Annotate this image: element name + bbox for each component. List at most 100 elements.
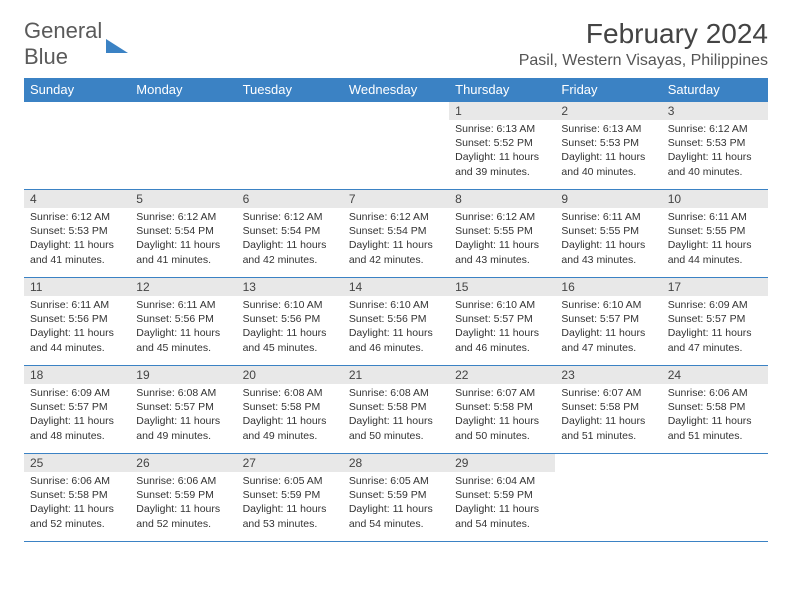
- weekday-sunday: Sunday: [24, 78, 130, 102]
- day-content: Sunrise: 6:12 AMSunset: 5:54 PMDaylight:…: [343, 208, 449, 271]
- calendar-cell: 13Sunrise: 6:10 AMSunset: 5:56 PMDayligh…: [237, 278, 343, 366]
- day-number: 11: [24, 278, 130, 296]
- calendar-header: SundayMondayTuesdayWednesdayThursdayFrid…: [24, 78, 768, 102]
- calendar-cell: 8Sunrise: 6:12 AMSunset: 5:55 PMDaylight…: [449, 190, 555, 278]
- month-title: February 2024: [519, 18, 768, 50]
- weekday-wednesday: Wednesday: [343, 78, 449, 102]
- weekday-thursday: Thursday: [449, 78, 555, 102]
- calendar-cell: [24, 102, 130, 190]
- day-content: Sunrise: 6:11 AMSunset: 5:56 PMDaylight:…: [24, 296, 130, 359]
- calendar-cell: 7Sunrise: 6:12 AMSunset: 5:54 PMDaylight…: [343, 190, 449, 278]
- day-content: Sunrise: 6:11 AMSunset: 5:55 PMDaylight:…: [555, 208, 661, 271]
- day-number: 17: [662, 278, 768, 296]
- calendar-cell: 4Sunrise: 6:12 AMSunset: 5:53 PMDaylight…: [24, 190, 130, 278]
- calendar-cell: 29Sunrise: 6:04 AMSunset: 5:59 PMDayligh…: [449, 454, 555, 542]
- day-number: 26: [130, 454, 236, 472]
- day-content: Sunrise: 6:07 AMSunset: 5:58 PMDaylight:…: [555, 384, 661, 447]
- day-number: 5: [130, 190, 236, 208]
- day-number: 12: [130, 278, 236, 296]
- day-number: 14: [343, 278, 449, 296]
- day-content: Sunrise: 6:07 AMSunset: 5:58 PMDaylight:…: [449, 384, 555, 447]
- day-content: Sunrise: 6:13 AMSunset: 5:52 PMDaylight:…: [449, 120, 555, 183]
- day-number: 8: [449, 190, 555, 208]
- day-number: 24: [662, 366, 768, 384]
- calendar-cell: 20Sunrise: 6:08 AMSunset: 5:58 PMDayligh…: [237, 366, 343, 454]
- calendar-cell: 11Sunrise: 6:11 AMSunset: 5:56 PMDayligh…: [24, 278, 130, 366]
- calendar-cell: 12Sunrise: 6:11 AMSunset: 5:56 PMDayligh…: [130, 278, 236, 366]
- day-content: Sunrise: 6:12 AMSunset: 5:55 PMDaylight:…: [449, 208, 555, 271]
- calendar-cell: 9Sunrise: 6:11 AMSunset: 5:55 PMDaylight…: [555, 190, 661, 278]
- title-block: February 2024 Pasil, Western Visayas, Ph…: [519, 18, 768, 70]
- weekday-monday: Monday: [130, 78, 236, 102]
- calendar-cell: 15Sunrise: 6:10 AMSunset: 5:57 PMDayligh…: [449, 278, 555, 366]
- header: General Blue February 2024 Pasil, Wester…: [24, 18, 768, 70]
- day-content: Sunrise: 6:04 AMSunset: 5:59 PMDaylight:…: [449, 472, 555, 535]
- day-content: Sunrise: 6:09 AMSunset: 5:57 PMDaylight:…: [24, 384, 130, 447]
- day-number: 6: [237, 190, 343, 208]
- day-content: Sunrise: 6:10 AMSunset: 5:56 PMDaylight:…: [237, 296, 343, 359]
- calendar-cell: [237, 102, 343, 190]
- calendar-cell: 5Sunrise: 6:12 AMSunset: 5:54 PMDaylight…: [130, 190, 236, 278]
- calendar-cell: 23Sunrise: 6:07 AMSunset: 5:58 PMDayligh…: [555, 366, 661, 454]
- day-content: Sunrise: 6:10 AMSunset: 5:56 PMDaylight:…: [343, 296, 449, 359]
- day-number: 29: [449, 454, 555, 472]
- day-content: Sunrise: 6:11 AMSunset: 5:56 PMDaylight:…: [130, 296, 236, 359]
- calendar-body: 1Sunrise: 6:13 AMSunset: 5:52 PMDaylight…: [24, 102, 768, 542]
- day-number: 2: [555, 102, 661, 120]
- calendar-cell: 2Sunrise: 6:13 AMSunset: 5:53 PMDaylight…: [555, 102, 661, 190]
- calendar-cell: [555, 454, 661, 542]
- calendar-cell: 21Sunrise: 6:08 AMSunset: 5:58 PMDayligh…: [343, 366, 449, 454]
- day-number: 7: [343, 190, 449, 208]
- day-content: Sunrise: 6:12 AMSunset: 5:53 PMDaylight:…: [24, 208, 130, 271]
- logo: General Blue: [24, 18, 128, 70]
- day-number: 27: [237, 454, 343, 472]
- day-content: Sunrise: 6:08 AMSunset: 5:58 PMDaylight:…: [343, 384, 449, 447]
- day-content: Sunrise: 6:08 AMSunset: 5:58 PMDaylight:…: [237, 384, 343, 447]
- day-number: 25: [24, 454, 130, 472]
- calendar-cell: 19Sunrise: 6:08 AMSunset: 5:57 PMDayligh…: [130, 366, 236, 454]
- calendar-cell: 3Sunrise: 6:12 AMSunset: 5:53 PMDaylight…: [662, 102, 768, 190]
- logo-word1: General: [24, 18, 102, 43]
- location: Pasil, Western Visayas, Philippines: [519, 52, 768, 70]
- calendar-cell: [130, 102, 236, 190]
- weekday-tuesday: Tuesday: [237, 78, 343, 102]
- calendar-cell: 27Sunrise: 6:05 AMSunset: 5:59 PMDayligh…: [237, 454, 343, 542]
- weekday-saturday: Saturday: [662, 78, 768, 102]
- calendar-cell: 26Sunrise: 6:06 AMSunset: 5:59 PMDayligh…: [130, 454, 236, 542]
- calendar-cell: 14Sunrise: 6:10 AMSunset: 5:56 PMDayligh…: [343, 278, 449, 366]
- day-content: Sunrise: 6:12 AMSunset: 5:54 PMDaylight:…: [130, 208, 236, 271]
- calendar-cell: 24Sunrise: 6:06 AMSunset: 5:58 PMDayligh…: [662, 366, 768, 454]
- day-number: 1: [449, 102, 555, 120]
- day-content: Sunrise: 6:10 AMSunset: 5:57 PMDaylight:…: [449, 296, 555, 359]
- calendar: SundayMondayTuesdayWednesdayThursdayFrid…: [24, 78, 768, 542]
- day-content: Sunrise: 6:05 AMSunset: 5:59 PMDaylight:…: [237, 472, 343, 535]
- day-content: Sunrise: 6:09 AMSunset: 5:57 PMDaylight:…: [662, 296, 768, 359]
- calendar-cell: 28Sunrise: 6:05 AMSunset: 5:59 PMDayligh…: [343, 454, 449, 542]
- day-number: 9: [555, 190, 661, 208]
- calendar-cell: 25Sunrise: 6:06 AMSunset: 5:58 PMDayligh…: [24, 454, 130, 542]
- day-number: 21: [343, 366, 449, 384]
- day-content: Sunrise: 6:05 AMSunset: 5:59 PMDaylight:…: [343, 472, 449, 535]
- day-content: Sunrise: 6:06 AMSunset: 5:58 PMDaylight:…: [24, 472, 130, 535]
- day-content: Sunrise: 6:11 AMSunset: 5:55 PMDaylight:…: [662, 208, 768, 271]
- calendar-cell: 16Sunrise: 6:10 AMSunset: 5:57 PMDayligh…: [555, 278, 661, 366]
- calendar-cell: 10Sunrise: 6:11 AMSunset: 5:55 PMDayligh…: [662, 190, 768, 278]
- day-number: 22: [449, 366, 555, 384]
- logo-icon: [106, 39, 128, 53]
- day-number: 20: [237, 366, 343, 384]
- weekday-friday: Friday: [555, 78, 661, 102]
- day-number: 10: [662, 190, 768, 208]
- calendar-cell: [343, 102, 449, 190]
- day-content: Sunrise: 6:12 AMSunset: 5:53 PMDaylight:…: [662, 120, 768, 183]
- calendar-cell: 18Sunrise: 6:09 AMSunset: 5:57 PMDayligh…: [24, 366, 130, 454]
- calendar-cell: 17Sunrise: 6:09 AMSunset: 5:57 PMDayligh…: [662, 278, 768, 366]
- logo-word2: Blue: [24, 44, 68, 69]
- day-content: Sunrise: 6:13 AMSunset: 5:53 PMDaylight:…: [555, 120, 661, 183]
- day-number: 13: [237, 278, 343, 296]
- day-content: Sunrise: 6:10 AMSunset: 5:57 PMDaylight:…: [555, 296, 661, 359]
- day-number: 18: [24, 366, 130, 384]
- day-number: 4: [24, 190, 130, 208]
- calendar-cell: 22Sunrise: 6:07 AMSunset: 5:58 PMDayligh…: [449, 366, 555, 454]
- day-number: 16: [555, 278, 661, 296]
- calendar-cell: [662, 454, 768, 542]
